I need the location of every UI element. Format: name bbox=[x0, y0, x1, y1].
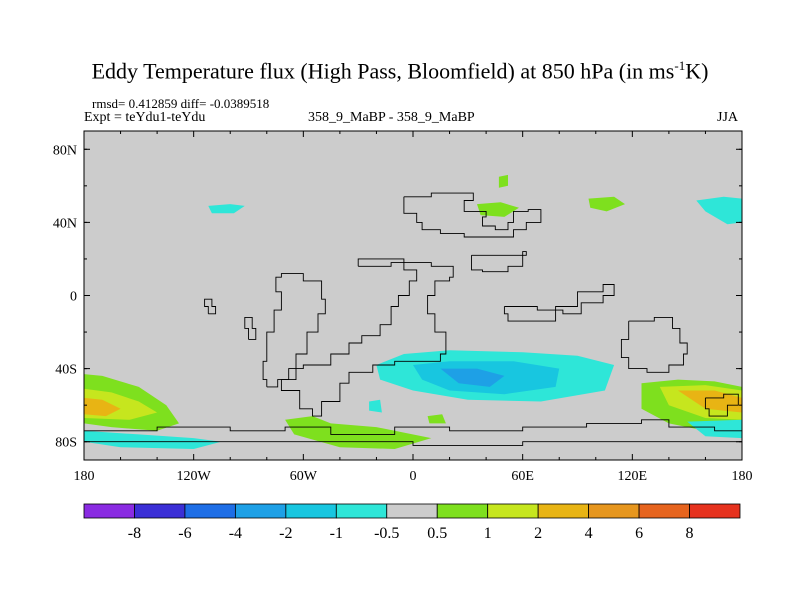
y-tick-label: 40N bbox=[53, 216, 77, 231]
coastline-4 bbox=[503, 284, 615, 322]
chart-subtitle: 358_9_MaBP - 358_9_MaBP bbox=[308, 110, 475, 125]
colorbar-box bbox=[83, 503, 135, 519]
colorbar-label: -2 bbox=[279, 525, 292, 542]
colorbar-box bbox=[335, 503, 388, 519]
colorbar-label: -6 bbox=[178, 525, 191, 542]
region-north-pacific-east-negative bbox=[696, 196, 742, 225]
colorbar-label: -1 bbox=[330, 525, 343, 542]
colorbar-label: -8 bbox=[128, 525, 141, 542]
coastline-10 bbox=[204, 298, 217, 315]
region-south-indian-core-negative bbox=[440, 368, 505, 387]
colorbar-label: 0.5 bbox=[427, 525, 447, 542]
colorbar-label: 6 bbox=[635, 525, 643, 542]
region-south-pacific-orange bbox=[84, 397, 121, 417]
coastline-1 bbox=[471, 251, 527, 273]
y-tick-label: 40S bbox=[55, 363, 77, 378]
region-south-atlantic-positive bbox=[285, 416, 432, 449]
region-far-south-pacific-negative bbox=[84, 430, 222, 449]
colorbar-box bbox=[234, 503, 287, 519]
region-arctic-positive bbox=[498, 174, 508, 188]
colorbar-box bbox=[436, 503, 489, 519]
x-tick-label: 60E bbox=[511, 469, 534, 484]
colorbar-label: 8 bbox=[686, 525, 694, 542]
region-south-atlantic-small-positive bbox=[427, 414, 446, 424]
region-europe-positive bbox=[588, 196, 625, 212]
coastline-2 bbox=[280, 258, 454, 417]
experiment-label: Expt = teYdu1-teYdu bbox=[84, 110, 206, 125]
region-north-atlantic-positive bbox=[477, 202, 519, 217]
coastline-7 bbox=[84, 419, 742, 435]
x-tick-label: 120W bbox=[177, 469, 212, 484]
colorbar-box bbox=[588, 503, 640, 519]
season-label: JJA bbox=[717, 110, 739, 125]
colorbar-box bbox=[134, 503, 186, 519]
colorbar-box bbox=[487, 503, 539, 519]
colorbar-box bbox=[285, 503, 337, 519]
x-tick-label: 120E bbox=[618, 469, 648, 484]
colorbar-box bbox=[184, 503, 236, 519]
x-tick-label: 0 bbox=[410, 469, 417, 484]
colorbar-label: 4 bbox=[585, 525, 593, 542]
x-tick-label: 180 bbox=[732, 469, 753, 484]
chart-title: Eddy Temperature flux (High Pass, Bloomf… bbox=[91, 58, 709, 84]
y-tick-label: 80N bbox=[53, 143, 77, 158]
colorbar-box bbox=[386, 503, 438, 519]
y-tick-label: 0 bbox=[70, 290, 77, 305]
region-north-pacific-negative bbox=[208, 204, 245, 214]
coastline-8 bbox=[84, 441, 742, 446]
map-background bbox=[84, 131, 742, 460]
colorbar-box bbox=[537, 503, 590, 519]
region-south-midatlantic-negative bbox=[369, 399, 382, 413]
coastline-9 bbox=[244, 316, 257, 340]
coastline-0 bbox=[403, 192, 542, 238]
colorbar-label: -4 bbox=[229, 525, 242, 542]
colorbar-label: 2 bbox=[534, 525, 542, 542]
x-tick-label: 60W bbox=[290, 469, 318, 484]
y-tick-label: 80S bbox=[55, 436, 77, 451]
coastline-6 bbox=[704, 393, 739, 417]
colorbar-box bbox=[638, 503, 690, 519]
region-south-pacific-east-orange bbox=[678, 390, 742, 413]
colorbar-box bbox=[689, 503, 741, 519]
x-tick-label: 180 bbox=[74, 469, 95, 484]
coastline-3 bbox=[262, 273, 326, 388]
coastline-5 bbox=[620, 316, 688, 373]
stats-label: rmsd= 0.412859 diff= -0.0389518 bbox=[92, 96, 270, 111]
colorbar-label: 1 bbox=[484, 525, 492, 542]
colorbar-label: -0.5 bbox=[374, 525, 399, 542]
